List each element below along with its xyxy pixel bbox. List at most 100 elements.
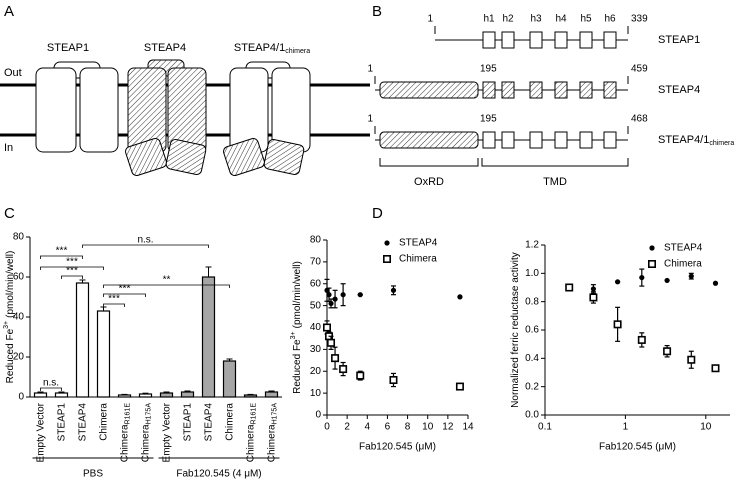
x-tick-label: ChimeraR161E [119, 403, 132, 463]
y-tick-label: 1.0 [525, 268, 539, 279]
y-tick-label: 0.2 [525, 381, 539, 392]
legend-marker [647, 259, 656, 268]
y-axis-label: Reduced Fe3+ (pmol/min/well) [290, 261, 302, 394]
marker [589, 293, 598, 302]
x-tick-label: Chimera [224, 403, 235, 441]
protein-label: STEAP4/1chimera [234, 42, 310, 55]
protein-label: STEAP1 [47, 42, 89, 54]
marker [590, 286, 597, 292]
row-name: STEAP1 [658, 34, 700, 46]
helix-box [603, 131, 617, 149]
legend-label: STEAP4 [399, 238, 438, 249]
bar [159, 392, 174, 398]
significance-label: n.s. [137, 235, 153, 246]
marker [324, 287, 330, 293]
helix-box [501, 131, 515, 149]
marker [390, 287, 397, 293]
protein-shape [125, 137, 167, 177]
helix-label: h4 [555, 14, 567, 25]
x-tick-label: 14 [462, 422, 474, 433]
significance-label: *** [66, 266, 78, 277]
oxrd-box [379, 81, 479, 99]
y-tick-label: 0.6 [525, 325, 539, 336]
marker [565, 283, 574, 292]
marker [613, 320, 622, 329]
y-tick-label: 0 [18, 392, 24, 403]
y-tick-label: 0.0 [525, 410, 539, 421]
bar [33, 392, 48, 398]
significance-bracket [82, 244, 209, 248]
x-tick-label: 4 [365, 422, 371, 433]
significance-label: *** [119, 284, 131, 295]
marker [687, 355, 696, 364]
marker [389, 375, 398, 384]
y-tick-label: 70 [310, 257, 322, 268]
label-part: STEAP4/1 [658, 134, 709, 146]
x-tick-label: 10 [422, 422, 434, 433]
x-tick-label: 1 [623, 422, 629, 433]
x-tick-label: Chimera [98, 403, 109, 441]
x-axis-label: Fab120.545 (μM) [599, 442, 676, 453]
marker [357, 292, 363, 298]
x-tick-label: 10 [700, 422, 712, 433]
x-tick-label-part: R161E [251, 403, 258, 425]
x-tick-label: 2 [344, 422, 350, 433]
x-tick-label-part: Chimera [245, 424, 256, 462]
bar [201, 276, 216, 398]
marker [688, 273, 694, 279]
y-tick-label: 60 [13, 272, 25, 283]
significance-bracket [103, 293, 146, 297]
helix-box [579, 31, 593, 49]
residue-number: 1 [367, 64, 373, 75]
x-axis-label: Fab120.545 (μM) [359, 442, 436, 453]
row-name: STEAP4/1chimera [658, 134, 734, 147]
y-axis-label-part: Reduced Fe [292, 339, 303, 394]
marker [332, 296, 338, 302]
marker [326, 292, 332, 298]
panel-label: C [4, 205, 15, 222]
helix-box [579, 131, 593, 149]
helix-box [529, 81, 543, 99]
marker [455, 382, 464, 391]
bar [222, 360, 237, 398]
residue-number: 1 [367, 114, 373, 125]
bar [264, 391, 279, 398]
x-tick-label: Empty Vector [161, 402, 172, 462]
y-tick-label: 40 [310, 322, 322, 333]
label-sub: chimera [709, 140, 734, 147]
residue-number: 195 [480, 114, 497, 125]
marker [664, 277, 670, 284]
panel-label: A [4, 3, 14, 20]
marker [331, 354, 340, 363]
y-tick-label: 20 [13, 352, 25, 363]
helix-box [579, 81, 593, 99]
row-name: STEAP4 [658, 84, 700, 96]
x-tick-label: Empty Vector [35, 402, 46, 462]
bar [75, 282, 90, 398]
significance-bracket [40, 387, 62, 391]
x-tick-label: ChimeraR161E [245, 403, 258, 463]
y-axis-label: Normalized ferric reductase activity [510, 252, 521, 408]
y-axis-label-part: 3+ [290, 331, 297, 339]
marker [639, 274, 645, 281]
domain-bracket [379, 158, 479, 167]
significance-bracket [103, 284, 230, 288]
significance-bracket [61, 275, 83, 279]
x-tick-label: 0.1 [538, 422, 552, 433]
y-tick-label: 0 [315, 410, 321, 421]
legend-label: Chimera [664, 259, 702, 270]
protein-shape [127, 67, 167, 153]
protein-shape [263, 139, 305, 175]
x-tick-label: 6 [385, 422, 391, 433]
x-tick-label: 12 [442, 422, 454, 433]
y-tick-label: 30 [310, 344, 322, 355]
bar [54, 392, 69, 398]
marker [712, 280, 719, 286]
marker [711, 364, 720, 373]
domain-label: OxRD [414, 176, 444, 188]
helix-box [554, 131, 568, 149]
domain-labels: 1 339 h1 h2 h3 h4 h5 h6 STEAP1 1 195 459… [367, 14, 734, 188]
y-tick-label: 0.4 [525, 353, 539, 364]
helix-box [482, 81, 496, 99]
x-tick-label-part: Chimera [119, 424, 130, 462]
